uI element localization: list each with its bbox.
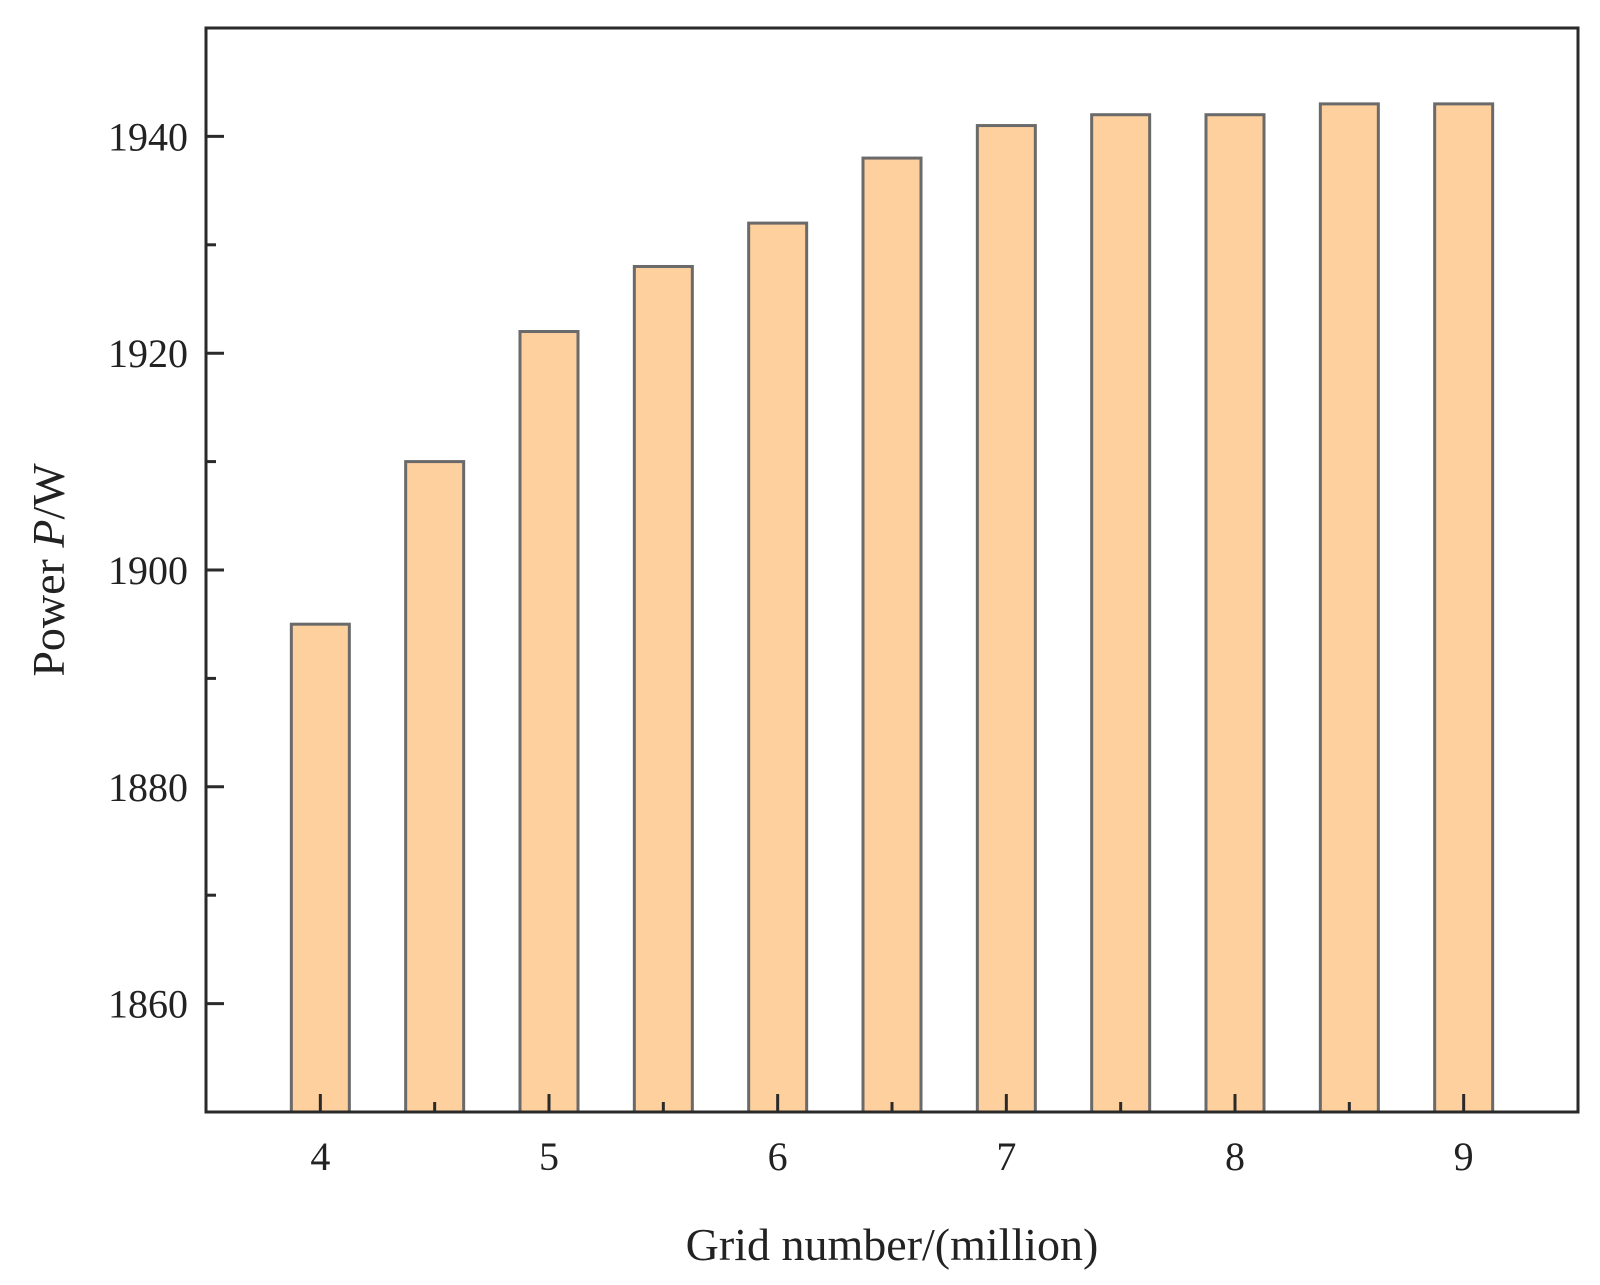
bar bbox=[975, 124, 1037, 1114]
bar bbox=[289, 622, 351, 1114]
y-tick-label: 1860 bbox=[108, 982, 188, 1027]
bar bbox=[1090, 113, 1152, 1114]
bar bbox=[518, 330, 580, 1114]
bar bbox=[861, 156, 923, 1114]
y-axis-title-symbol: P bbox=[23, 520, 74, 549]
x-tick-label: 9 bbox=[1454, 1134, 1474, 1179]
labels-layer: 4 5 6 7 8 9 1860 1880 1900 1920 1940 bbox=[108, 114, 1474, 1179]
x-tick-label: 4 bbox=[310, 1134, 330, 1179]
bar bbox=[404, 460, 466, 1114]
x-tick-label: 7 bbox=[996, 1134, 1016, 1179]
bar bbox=[747, 221, 809, 1114]
y-tick-label: 1900 bbox=[108, 548, 188, 593]
bar bbox=[632, 264, 694, 1114]
bars-layer bbox=[289, 102, 1495, 1114]
y-axis-title-prefix: Power bbox=[23, 548, 74, 677]
bar bbox=[1433, 102, 1495, 1114]
y-axis-title-suffix: /W bbox=[23, 463, 74, 520]
y-tick-label: 1940 bbox=[108, 114, 188, 159]
y-axis-title: Power P/W bbox=[23, 463, 74, 677]
x-tick-label: 6 bbox=[768, 1134, 788, 1179]
x-axis-title: Grid number/(million) bbox=[686, 1219, 1099, 1270]
x-tick-label: 5 bbox=[539, 1134, 559, 1179]
y-tick-label: 1920 bbox=[108, 331, 188, 376]
ticks-layer bbox=[206, 134, 1466, 1112]
plot-frame bbox=[204, 26, 1580, 1114]
y-tick-label: 1880 bbox=[108, 765, 188, 810]
bar bbox=[1204, 113, 1266, 1114]
bar bbox=[1318, 102, 1380, 1114]
x-tick-label: 8 bbox=[1225, 1134, 1245, 1179]
